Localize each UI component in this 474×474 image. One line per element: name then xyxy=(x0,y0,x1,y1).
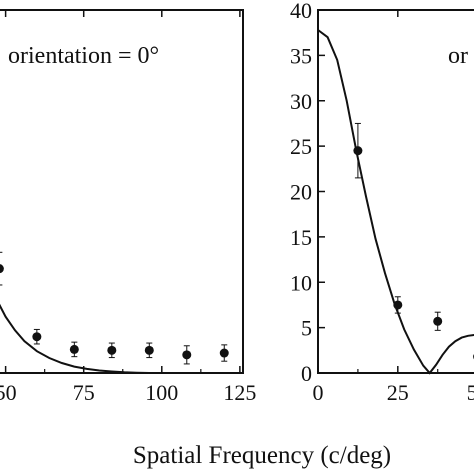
x-tick-label: 25 xyxy=(387,380,409,405)
point-marker xyxy=(219,348,229,358)
right-data-points xyxy=(353,122,474,360)
model-curve-line xyxy=(317,29,474,375)
data-point xyxy=(433,311,443,331)
point-marker xyxy=(433,316,443,326)
data-point xyxy=(107,342,117,359)
data-point xyxy=(353,122,363,179)
y-tick-label: 30 xyxy=(290,89,312,114)
model-curve-line xyxy=(0,303,150,374)
data-point xyxy=(32,328,42,345)
point-marker xyxy=(353,146,363,156)
right-panel: 0 25 50 0 5 10 15 20 25 30 35 40 or xyxy=(290,0,474,405)
y-tick-label: 35 xyxy=(290,43,312,68)
point-marker xyxy=(0,264,4,274)
x-tick-label: 50 xyxy=(467,380,474,405)
data-point xyxy=(144,342,154,359)
x-tick-label: 100 xyxy=(145,380,178,405)
right-orientation-label: or xyxy=(448,43,468,69)
x-axis-label: Spatial Frequency (c/deg) xyxy=(133,442,391,469)
left-x-ticks: 50 75 100 125 xyxy=(0,10,256,405)
right-axis-ticks: 0 25 50 0 5 10 15 20 25 30 35 40 xyxy=(290,0,474,405)
left-model-curve xyxy=(0,303,150,374)
point-marker xyxy=(144,345,154,355)
y-tick-label: 25 xyxy=(290,134,312,159)
data-point xyxy=(182,345,192,365)
point-marker xyxy=(69,344,79,354)
data-point xyxy=(393,296,403,314)
left-panel: 50 75 100 125 orientation = 0° xyxy=(0,9,256,405)
left-data-points xyxy=(0,251,229,365)
point-marker xyxy=(393,300,403,310)
point-marker xyxy=(182,350,192,360)
data-point xyxy=(219,344,229,362)
y-tick-label: 15 xyxy=(290,225,312,250)
data-point xyxy=(69,341,79,358)
x-tick-label: 75 xyxy=(73,380,95,405)
left-plot-frame xyxy=(0,9,244,374)
y-tick-label: 5 xyxy=(301,316,312,341)
point-marker xyxy=(107,345,117,355)
x-tick-label: 50 xyxy=(0,380,17,405)
left-orientation-label: orientation = 0° xyxy=(8,43,159,69)
y-tick-label: 10 xyxy=(290,270,312,295)
x-tick-label: 0 xyxy=(313,380,324,405)
y-tick-label: 20 xyxy=(290,180,312,205)
right-model-curve xyxy=(317,29,474,375)
y-tick-label: 40 xyxy=(290,0,312,23)
data-point xyxy=(0,251,4,286)
point-marker xyxy=(32,332,42,342)
x-tick-label: 125 xyxy=(223,380,256,405)
y-tick-label: 0 xyxy=(301,361,312,386)
